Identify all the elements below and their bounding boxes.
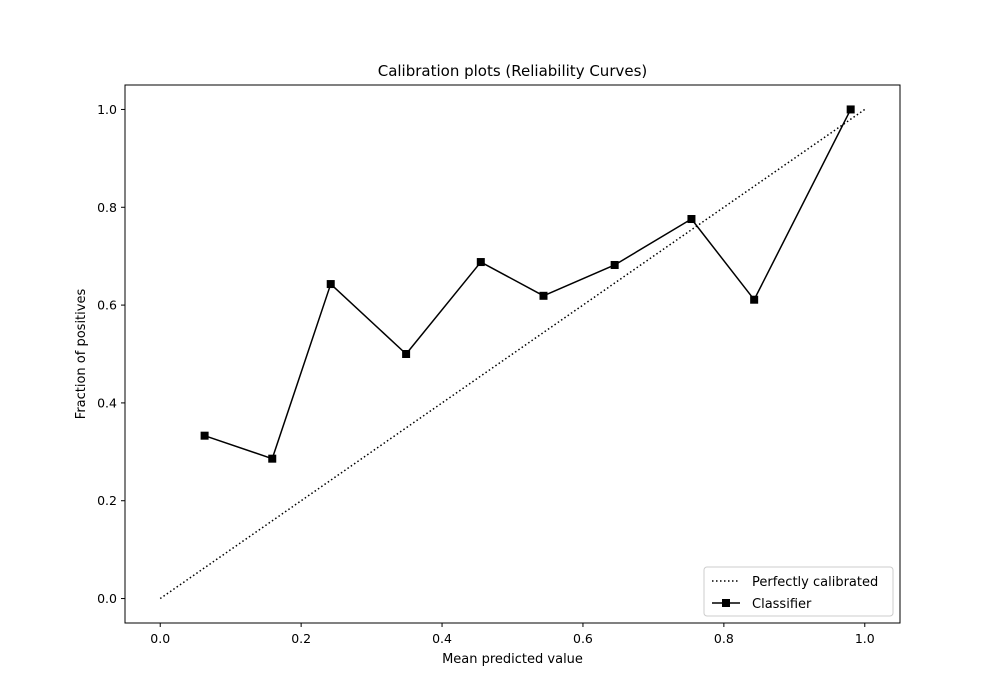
- x-tick-label: 1.0: [855, 631, 875, 646]
- legend-label-classifier: Classifier: [752, 597, 812, 612]
- x-tick-label: 0.2: [291, 631, 311, 646]
- y-tick-label: 1.0: [97, 102, 117, 117]
- x-axis: 0.0 0.2 0.4 0.6 0.8 1.0: [150, 623, 875, 646]
- x-tick-label: 0.6: [573, 631, 593, 646]
- classifier-point: [610, 260, 619, 269]
- classifier-point: [200, 431, 209, 440]
- series-line-classifier: [204, 109, 852, 460]
- chart-title: Calibration plots (Reliability Curves): [378, 62, 648, 80]
- y-axis-label: Fraction of positives: [74, 289, 89, 420]
- y-tick-label: 0.4: [97, 395, 117, 410]
- plot-area: [159, 105, 866, 600]
- y-tick-label: 0.0: [97, 591, 117, 606]
- legend-marker-classifier: [722, 599, 730, 607]
- y-tick-label: 0.2: [97, 493, 117, 508]
- classifier-point: [687, 215, 696, 224]
- classifier-point: [326, 280, 335, 289]
- classifier-point: [539, 291, 548, 300]
- classifier-point: [268, 454, 277, 463]
- series-line-perfectly-calibrated: [159, 108, 866, 600]
- y-axis: 0.0 0.2 0.4 0.6 0.8 1.0: [97, 102, 125, 606]
- legend-label-perfectly-calibrated: Perfectly calibrated: [752, 575, 878, 590]
- y-tick-label: 0.8: [97, 200, 117, 215]
- legend: Perfectly calibrated Classifier: [703, 566, 894, 617]
- classifier-point: [750, 295, 759, 304]
- classifier-point: [846, 105, 855, 114]
- axes-frame: [124, 84, 901, 624]
- y-tick-label: 0.6: [97, 298, 117, 313]
- x-tick-label: 0.4: [432, 631, 452, 646]
- x-tick-label: 0.8: [714, 631, 734, 646]
- classifier-point: [476, 258, 485, 267]
- legend-box: [703, 566, 894, 617]
- x-tick-label: 0.0: [150, 631, 170, 646]
- x-axis-label: Mean predicted value: [442, 652, 583, 667]
- classifier-point: [402, 350, 411, 358]
